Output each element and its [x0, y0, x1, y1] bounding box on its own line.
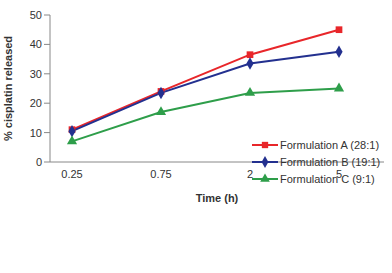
svg-text:2: 2	[247, 168, 253, 180]
svg-text:0.75: 0.75	[150, 168, 171, 180]
svg-text:Time (h): Time (h)	[196, 192, 239, 204]
svg-text:40: 40	[30, 38, 42, 50]
svg-text:5: 5	[336, 168, 342, 180]
svg-text:0.25: 0.25	[61, 168, 82, 180]
svg-text:50: 50	[30, 9, 42, 21]
svg-text:30: 30	[30, 68, 42, 80]
svg-text:% cisplatin released: % cisplatin released	[8, 36, 14, 141]
svg-text:0: 0	[36, 156, 42, 168]
svg-text:10: 10	[30, 127, 42, 139]
svg-text:20: 20	[30, 97, 42, 109]
